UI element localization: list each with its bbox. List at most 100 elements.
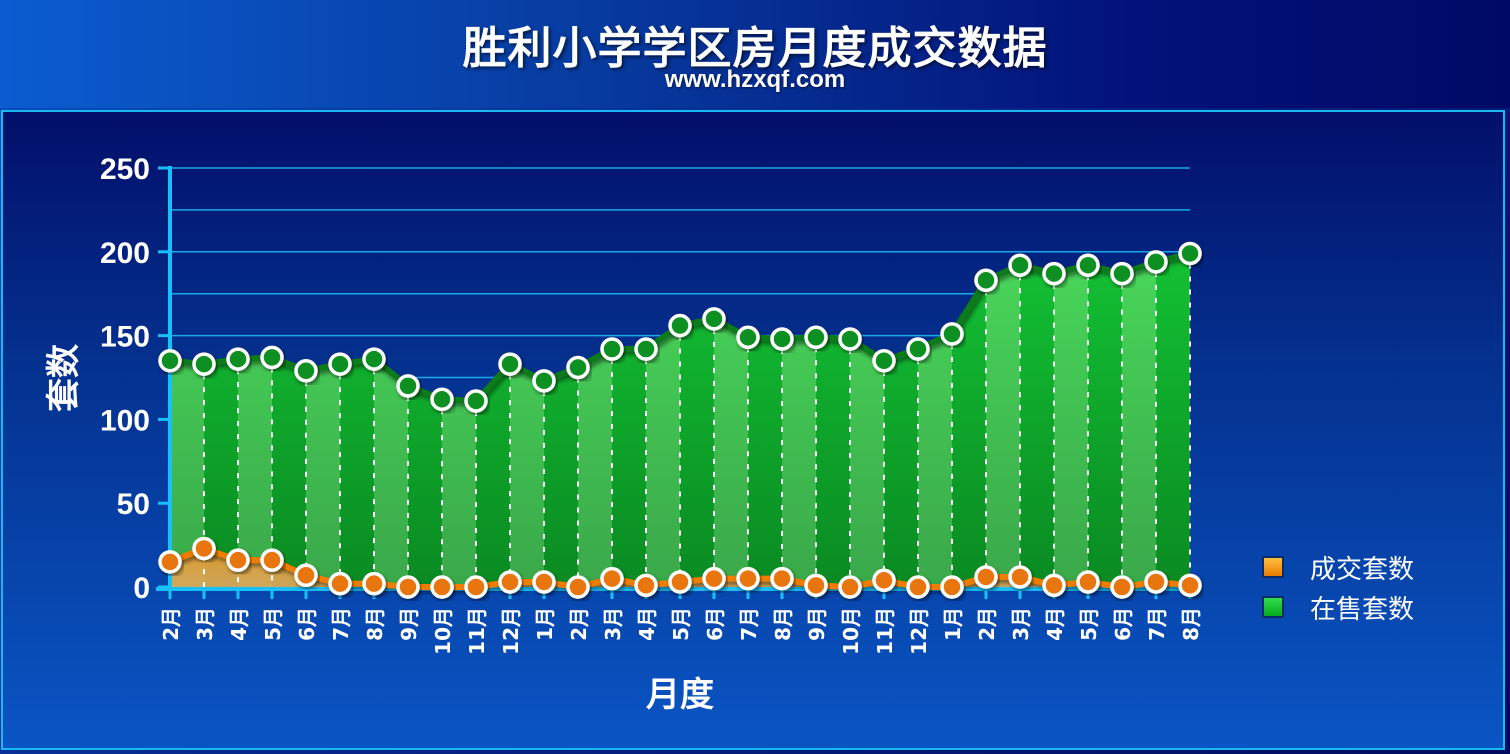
x-tick-label-8: 10月	[431, 607, 455, 655]
legend-label-deal: 成交套数	[1310, 554, 1415, 585]
onsale-stripe-27	[1088, 253, 1123, 587]
x-tick-label-28: 6月	[1111, 607, 1135, 641]
chart-title: 胜利小学学区房月度成交数据	[462, 23, 1048, 74]
onsale-point-26	[1042, 261, 1066, 286]
onsale-point-20	[838, 327, 862, 351]
x-tick-label-22: 12月	[907, 607, 931, 655]
x-tick-label-18: 8月	[771, 607, 795, 641]
legend-label-onsale: 在售套数	[1310, 594, 1415, 625]
deal-point-15	[668, 570, 692, 594]
y-tick-label-100: 100	[100, 404, 150, 437]
onsale-stripe-8	[442, 253, 477, 587]
deal-point-20	[838, 575, 862, 599]
deal-point-13	[600, 566, 624, 591]
x-tick-label-7: 9月	[397, 607, 421, 641]
deal-point-26	[1042, 573, 1066, 598]
x-axis-title: 月度	[646, 675, 714, 715]
x-tick-label-0: 2月	[159, 607, 183, 641]
x-tick-label-24: 2月	[975, 607, 999, 641]
onsale-point-13	[600, 337, 624, 361]
onsale-stripe-17	[748, 253, 783, 587]
deal-point-21	[872, 568, 896, 593]
deal-point-17	[736, 566, 760, 591]
onsale-point-29	[1144, 250, 1168, 274]
onsale-point-8	[430, 387, 454, 412]
deal-point-5	[328, 571, 352, 596]
deal-point-29	[1144, 570, 1168, 594]
deal-point-30	[1178, 573, 1202, 598]
onsale-point-4	[294, 359, 318, 383]
deal-point-12	[566, 575, 590, 599]
onsale-point-6	[362, 347, 386, 371]
x-tick-label-6: 8月	[363, 607, 387, 641]
onsale-point-16	[702, 307, 726, 331]
onsale-stripe-7	[408, 253, 443, 587]
deal-point-24	[974, 565, 998, 589]
x-tick-label-9: 11月	[465, 607, 489, 655]
x-tick-label-23: 1月	[941, 607, 965, 641]
onsale-stripe-25	[1020, 253, 1055, 587]
onsale-stripe-23	[952, 253, 987, 587]
onsale-stripe-18	[782, 253, 817, 587]
x-tick-label-13: 3月	[601, 607, 625, 641]
onsale-point-10	[498, 352, 522, 376]
x-tick-label-16: 6月	[703, 607, 727, 641]
onsale-point-3	[260, 345, 284, 370]
onsale-point-22	[906, 337, 930, 361]
y-tick-label-250: 250	[100, 153, 150, 186]
deal-point-9	[464, 575, 488, 599]
onsale-point-5	[328, 352, 352, 376]
deal-point-19	[804, 573, 828, 598]
deal-point-14	[634, 573, 658, 598]
onsale-point-27	[1076, 253, 1100, 277]
deal-point-23	[940, 575, 964, 599]
x-tick-label-1: 3月	[193, 607, 217, 641]
deal-point-8	[430, 575, 454, 599]
deal-point-28	[1110, 575, 1134, 599]
onsale-point-17	[736, 325, 760, 350]
onsale-stripe-26	[1054, 253, 1089, 587]
deal-point-18	[770, 566, 794, 591]
x-tick-label-12: 2月	[567, 607, 591, 641]
x-tick-label-15: 5月	[669, 607, 693, 641]
x-tick-label-11: 1月	[533, 607, 557, 641]
x-tick-label-21: 11月	[873, 607, 897, 655]
onsale-point-9	[464, 389, 488, 413]
deal-point-7	[396, 575, 420, 599]
onsale-point-1	[192, 352, 216, 376]
deal-point-3	[260, 548, 284, 572]
x-tick-label-5: 7月	[329, 607, 353, 641]
onsale-point-23	[940, 322, 964, 346]
x-tick-label-17: 7月	[737, 607, 761, 641]
legend-swatch-onsale	[1262, 596, 1284, 618]
x-tick-label-25: 3月	[1009, 607, 1033, 641]
onsale-point-7	[396, 374, 420, 398]
y-axis-title: 套数	[44, 344, 84, 412]
deal-point-2	[226, 548, 250, 572]
onsale-stripe-15	[680, 253, 715, 587]
deal-point-22	[906, 575, 930, 599]
y-tick-label-50: 50	[117, 488, 150, 521]
x-tick-label-2: 4月	[227, 607, 251, 641]
onsale-stripe-24	[986, 253, 1021, 587]
legend-item-onsale: 在售套数	[1262, 587, 1414, 627]
onsale-stripe-29	[1156, 253, 1190, 587]
x-tick-label-14: 4月	[635, 607, 659, 641]
legend: 成交套数 在售套数	[1262, 547, 1414, 627]
y-tick-label-0: 0	[133, 572, 150, 605]
x-tick-label-29: 7月	[1145, 607, 1169, 641]
y-tick-label-200: 200	[100, 237, 150, 270]
legend-item-deal: 成交套数	[1262, 547, 1414, 587]
onsale-point-12	[566, 355, 590, 380]
header-bar: 胜利小学学区房月度成交数据 www.hzxqf.com	[0, 0, 1510, 108]
onsale-point-15	[668, 313, 692, 338]
onsale-point-14	[634, 337, 658, 361]
data-points	[158, 241, 1202, 599]
x-tick-label-26: 4月	[1043, 607, 1067, 641]
chart-subtitle: www.hzxqf.com	[664, 66, 846, 93]
onsale-point-2	[226, 347, 250, 371]
x-tick-label-3: 5月	[261, 607, 285, 641]
onsale-point-11	[532, 369, 556, 393]
